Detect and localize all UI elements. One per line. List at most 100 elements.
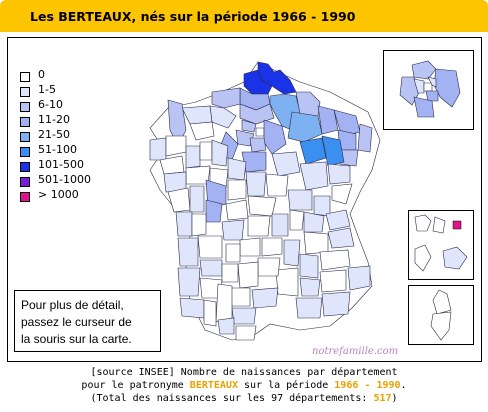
dept-nievre [265, 173, 289, 197]
inset-corse-map [430, 289, 452, 341]
dept-var [321, 291, 351, 317]
dept-idf-essonne [413, 96, 435, 118]
dept-orne [189, 121, 215, 141]
dom-guadeloupe [414, 214, 432, 232]
dept-jura [313, 195, 331, 217]
title-bar: Les BERTEAUX, nés sur la période 1966 - … [0, 0, 488, 32]
legend-item: 51-100 [20, 143, 140, 159]
footer-text: sur la période [237, 380, 335, 391]
watermark: notrefamille.com [312, 346, 399, 357]
dept-haute-loire [261, 237, 283, 257]
dept-indre [227, 179, 247, 201]
dept-deux-sevres [189, 185, 205, 213]
dept-tarn [229, 287, 251, 307]
legend-swatch [20, 177, 30, 187]
legend-item: > 1000 [20, 188, 140, 204]
legend-swatch [20, 117, 30, 127]
dept-seine-maritime [211, 87, 241, 109]
dept-marne [287, 111, 323, 143]
dept-alpes-maritimes [347, 265, 371, 291]
footer-line-total: (Total des naissances sur les 97 départe… [0, 392, 488, 405]
legend-label: 51-100 [38, 143, 77, 156]
dept-idf-hauts-de-seine [413, 78, 425, 94]
dept-val-d-oise [241, 119, 257, 133]
dept-lot-et-garonne [199, 259, 223, 277]
dept-lozere [257, 257, 281, 277]
legend-swatch [20, 192, 30, 202]
dept-yvelines [235, 129, 255, 147]
dept-allier [247, 195, 277, 217]
dept-loir-et-cher [227, 157, 247, 181]
inset-dom[interactable] [408, 210, 474, 280]
dept-haute-savoie [325, 209, 351, 231]
dept-haute-saone [327, 163, 351, 185]
legend-swatch [20, 72, 30, 82]
dept-haute-marne [321, 135, 345, 167]
dept-bouches-du-rhone [295, 297, 323, 319]
dept-oise [239, 103, 275, 125]
inset-ile-de-france[interactable] [383, 50, 474, 130]
dept-haute-garonne [215, 283, 233, 323]
dept-gard [275, 267, 299, 297]
footer-line-patronyme: pour le patronyme BERTEAUX sur la périod… [0, 379, 488, 392]
legend-item: 1-5 [20, 83, 140, 99]
dept-gironde [177, 237, 199, 267]
inset-corse[interactable] [408, 285, 474, 345]
dom-marker [452, 220, 462, 230]
dept-tarn-et-garonne [221, 263, 239, 283]
dept-correze [221, 219, 245, 241]
dept-charente-maritime [175, 211, 193, 237]
legend-item: 101-500 [20, 158, 140, 174]
dept-idf-val-de-marne [425, 90, 439, 102]
dept-cantal [239, 237, 261, 257]
dom-guyane [414, 244, 432, 272]
legend-label: 21-50 [38, 128, 70, 141]
hint-line: passez le curseur de [21, 315, 132, 329]
dept-cher [245, 171, 267, 197]
dept-idf-seine-et-marne [433, 68, 461, 108]
dept-puy-de-dome [247, 215, 271, 237]
dept-sarthe [211, 139, 229, 167]
legend-label: 101-500 [38, 158, 84, 171]
dept-ariege [217, 317, 235, 335]
dept-drome [299, 253, 319, 279]
dept-saone-et-loire [287, 189, 313, 211]
dept-hautes-pyrenees [203, 299, 217, 327]
dept-aube [299, 137, 327, 165]
dept-herault [251, 287, 279, 309]
dept-charente [191, 213, 207, 237]
dept-corse-du-sud [430, 311, 452, 341]
footer-total: 517 [373, 393, 392, 404]
dept-hautes-alpes [319, 249, 351, 271]
legend-item: 21-50 [20, 128, 140, 144]
dept-paris [255, 127, 265, 137]
dom-martinique [432, 216, 446, 234]
dept-idf-seine-st-denis [427, 76, 437, 88]
dept-aveyron [237, 261, 259, 289]
dept-loire [271, 213, 289, 237]
dept-pyrenees-orientales [235, 325, 257, 341]
dept-pyrenees-atlantiques [179, 297, 205, 319]
dept-alpes-hte-provence [319, 269, 347, 293]
legend-label: 6-10 [38, 98, 63, 111]
dept-haute-vienne [205, 199, 223, 223]
dept-doubs [331, 183, 353, 205]
dept-lot [225, 243, 241, 263]
hint-box: Pour plus de détail, passez le curseur d… [14, 290, 161, 352]
legend-item: 501-1000 [20, 173, 140, 189]
footer-surname: BERTEAUX [189, 380, 238, 391]
dept-bas-rhin [357, 123, 373, 153]
dept-finistere [149, 137, 167, 161]
footer-text: . [400, 380, 407, 391]
dept-essonne [249, 137, 267, 153]
dept-mayenne [199, 141, 213, 161]
dept-ardeche [283, 239, 301, 267]
dept-vendee [167, 187, 191, 213]
legend-swatch [20, 87, 30, 97]
dept-aude [231, 307, 257, 325]
dept-dordogne [197, 235, 223, 259]
dept-rhone [289, 209, 305, 231]
legend-item: 11-20 [20, 113, 140, 129]
footer-line-source: [source INSEE] Nombre de naissances par … [90, 367, 398, 378]
